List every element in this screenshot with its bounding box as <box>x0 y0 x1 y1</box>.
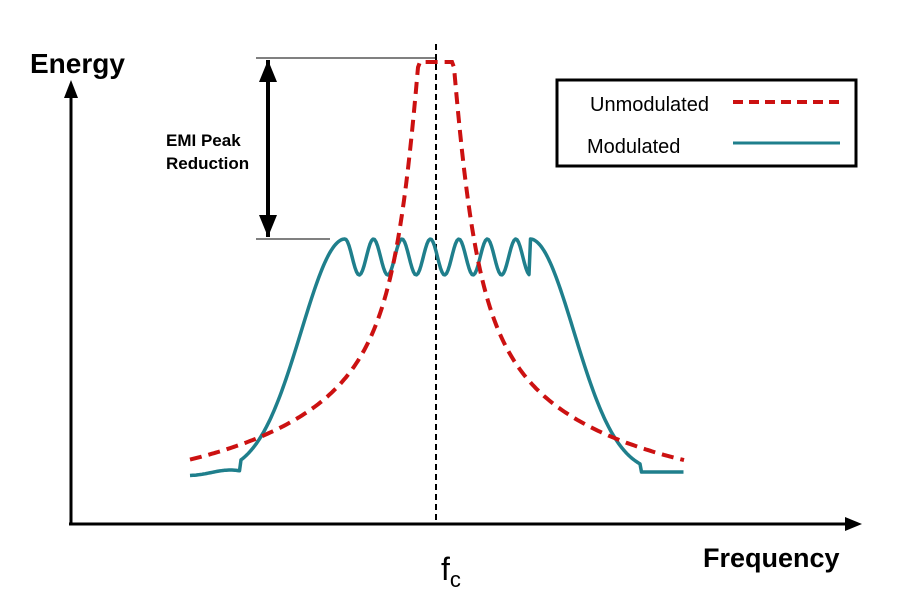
annotation-line-2: Reduction <box>166 154 249 173</box>
unmodulated-curve <box>189 60 685 463</box>
y-axis-label: Energy <box>30 48 125 79</box>
center-frequency-label: fc <box>441 551 461 592</box>
annotation-line-1: EMI Peak <box>166 131 241 150</box>
center-frequency-subscript: c <box>450 567 461 592</box>
x-axis-label: Frequency <box>703 543 840 573</box>
legend-label-unmodulated: Unmodulated <box>590 94 709 116</box>
modulated-curve <box>189 237 684 478</box>
peak-reduction-arrowhead-top <box>259 60 277 82</box>
legend-label-modulated: Modulated <box>587 136 680 158</box>
peak-reduction-arrowhead-bottom <box>259 215 277 237</box>
y-axis-arrowhead <box>64 80 78 98</box>
legend-box <box>555 78 858 168</box>
x-axis-arrowhead <box>845 517 862 531</box>
center-frequency-symbol: f <box>441 551 450 587</box>
